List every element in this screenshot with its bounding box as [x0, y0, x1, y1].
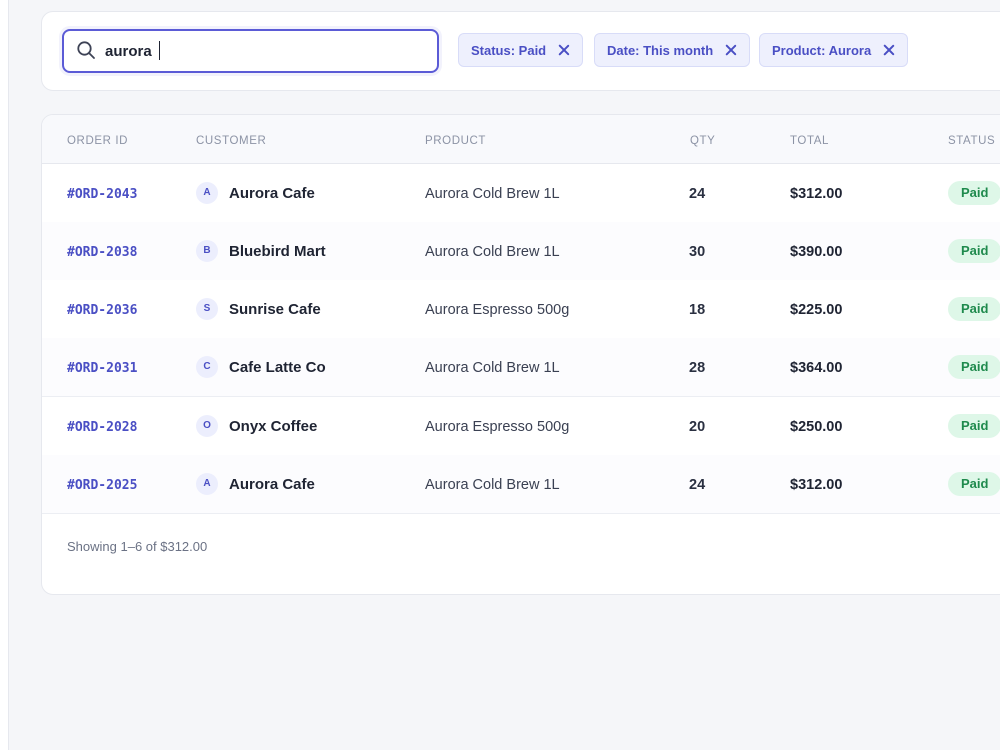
- table-row[interactable]: #ORD-2038 B Bluebird Mart Aurora Cold Br…: [42, 222, 1000, 281]
- table-header: ORDER ID CUSTOMER PRODUCT QTY TOTAL STAT…: [42, 115, 1000, 164]
- filter-chip-label: Date: This month: [607, 42, 714, 58]
- status-badge: Paid: [948, 239, 1000, 263]
- column-header-total[interactable]: TOTAL: [790, 135, 829, 147]
- customer-name: Aurora Cafe: [229, 476, 315, 493]
- order-total: $390.00: [790, 244, 843, 260]
- filter-chip-product[interactable]: Product: Aurora: [759, 33, 909, 67]
- table-footer-summary: Showing 1–6 of $312.00: [67, 539, 208, 554]
- filter-chip-label: Product: Aurora: [772, 42, 872, 58]
- column-header-status[interactable]: STATUS: [948, 135, 996, 147]
- filter-chip-date[interactable]: Date: This month: [594, 33, 751, 67]
- order-id-link[interactable]: #ORD-2028: [67, 420, 138, 435]
- product-name: Aurora Cold Brew 1L: [425, 186, 560, 202]
- order-total: $364.00: [790, 360, 843, 376]
- table-row[interactable]: #ORD-2031 C Cafe Latte Co Aurora Cold Br…: [42, 338, 1000, 397]
- orders-table: ORDER ID CUSTOMER PRODUCT QTY TOTAL STAT…: [41, 114, 1000, 595]
- avatar: O: [196, 415, 218, 437]
- status-badge: Paid: [948, 297, 1000, 321]
- order-total: $312.00: [790, 186, 843, 202]
- customer-name: Aurora Cafe: [229, 185, 315, 202]
- column-header-product[interactable]: PRODUCT: [425, 135, 487, 147]
- avatar: C: [196, 356, 218, 378]
- quantity: 24: [689, 477, 706, 493]
- quantity: 28: [689, 360, 706, 376]
- product-name: Aurora Cold Brew 1L: [425, 477, 560, 493]
- table-row[interactable]: #ORD-2043 A Aurora Cafe Aurora Cold Brew…: [42, 164, 1000, 223]
- status-badge: Paid: [948, 355, 1000, 379]
- product-name: Aurora Espresso 500g: [425, 302, 570, 318]
- order-id-link[interactable]: #ORD-2036: [67, 303, 138, 318]
- close-icon[interactable]: [883, 44, 895, 56]
- avatar: S: [196, 298, 218, 320]
- filter-bar: aurora Status: Paid Date: This month Pro…: [41, 11, 1000, 91]
- order-id-link[interactable]: #ORD-2043: [67, 187, 138, 202]
- quantity: 20: [689, 419, 706, 435]
- order-total: $312.00: [790, 477, 843, 493]
- status-badge: Paid: [948, 414, 1000, 438]
- column-header-order-id[interactable]: ORDER ID: [67, 135, 129, 147]
- order-total: $250.00: [790, 419, 843, 435]
- column-header-customer[interactable]: CUSTOMER: [196, 135, 267, 147]
- status-badge: Paid: [948, 181, 1000, 205]
- table-row[interactable]: #ORD-2036 S Sunrise Cafe Aurora Espresso…: [42, 280, 1000, 339]
- close-icon[interactable]: [558, 44, 570, 56]
- order-id-link[interactable]: #ORD-2025: [67, 478, 138, 493]
- search-input[interactable]: aurora: [62, 29, 439, 73]
- quantity: 18: [689, 302, 706, 318]
- table-row[interactable]: #ORD-2025 A Aurora Cafe Aurora Cold Brew…: [42, 455, 1000, 514]
- order-total: $225.00: [790, 302, 843, 318]
- left-rail: [0, 0, 9, 750]
- quantity: 30: [689, 244, 706, 260]
- close-icon[interactable]: [725, 44, 737, 56]
- customer-name: Sunrise Cafe: [229, 301, 321, 318]
- avatar: A: [196, 473, 218, 495]
- product-name: Aurora Cold Brew 1L: [425, 244, 560, 260]
- table-row[interactable]: #ORD-2028 O Onyx Coffee Aurora Espresso …: [42, 397, 1000, 456]
- avatar: B: [196, 240, 218, 262]
- filter-chip-label: Status: Paid: [471, 42, 547, 58]
- product-name: Aurora Espresso 500g: [425, 419, 570, 435]
- search-query: aurora: [105, 43, 152, 60]
- filter-chip-status[interactable]: Status: Paid: [458, 33, 584, 67]
- avatar: A: [196, 182, 218, 204]
- customer-name: Cafe Latte Co: [229, 359, 326, 376]
- status-badge: Paid: [948, 472, 1000, 496]
- search-icon: [77, 41, 95, 59]
- column-header-qty[interactable]: QTY: [690, 135, 716, 147]
- customer-name: Bluebird Mart: [229, 243, 326, 260]
- quantity: 24: [689, 186, 706, 202]
- order-id-link[interactable]: #ORD-2038: [67, 245, 138, 260]
- text-caret: [158, 41, 161, 60]
- customer-name: Onyx Coffee: [229, 418, 318, 435]
- product-name: Aurora Cold Brew 1L: [425, 360, 560, 376]
- order-id-link[interactable]: #ORD-2031: [67, 361, 138, 376]
- search-input-value: aurora: [105, 41, 161, 60]
